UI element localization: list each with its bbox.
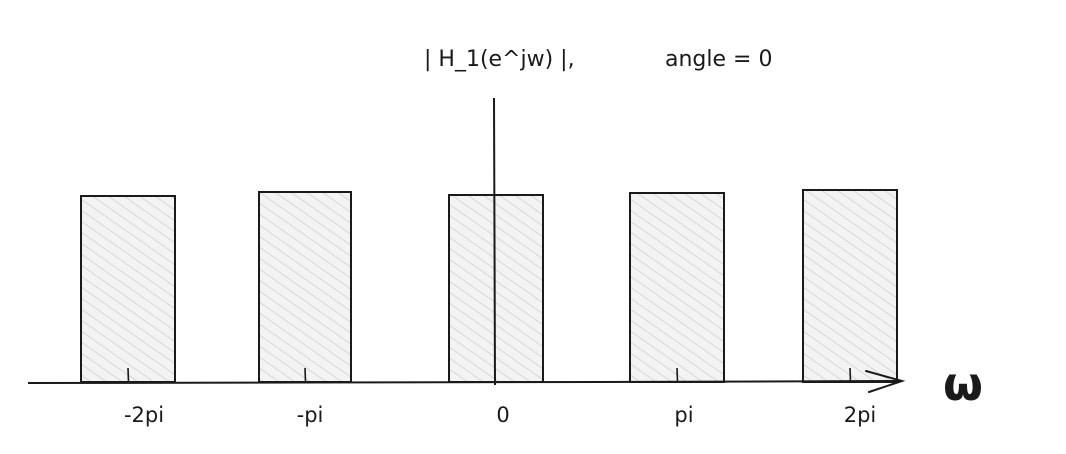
bar-0	[448, 194, 544, 383]
bar-2pi	[802, 189, 898, 383]
tick-label-2pi: 2pi	[844, 403, 877, 427]
bar--2pi	[80, 195, 176, 383]
vertical-axis	[493, 97, 496, 386]
tick-label-pi: pi	[674, 403, 693, 427]
bar--pi	[258, 191, 352, 383]
axis-arrowhead	[865, 370, 906, 393]
passband-bars	[80, 189, 898, 383]
omega-axis-label: ω	[943, 357, 983, 411]
tick-label-zero: 0	[496, 403, 509, 427]
magnitude-title: | H_1(e^jw) |,	[424, 47, 575, 72]
tick--pi	[304, 367, 307, 383]
tick-label-neg-pi: -pi	[297, 403, 324, 427]
tick-label-neg-2pi: -2pi	[124, 403, 164, 427]
tick--2pi	[127, 367, 130, 383]
axis-ticks	[127, 367, 852, 383]
phase-title: angle = 0	[665, 47, 772, 72]
tick-2pi	[849, 367, 852, 383]
horizontal-axis	[27, 380, 901, 384]
tick-pi	[676, 367, 679, 383]
bar-pi	[629, 192, 725, 383]
